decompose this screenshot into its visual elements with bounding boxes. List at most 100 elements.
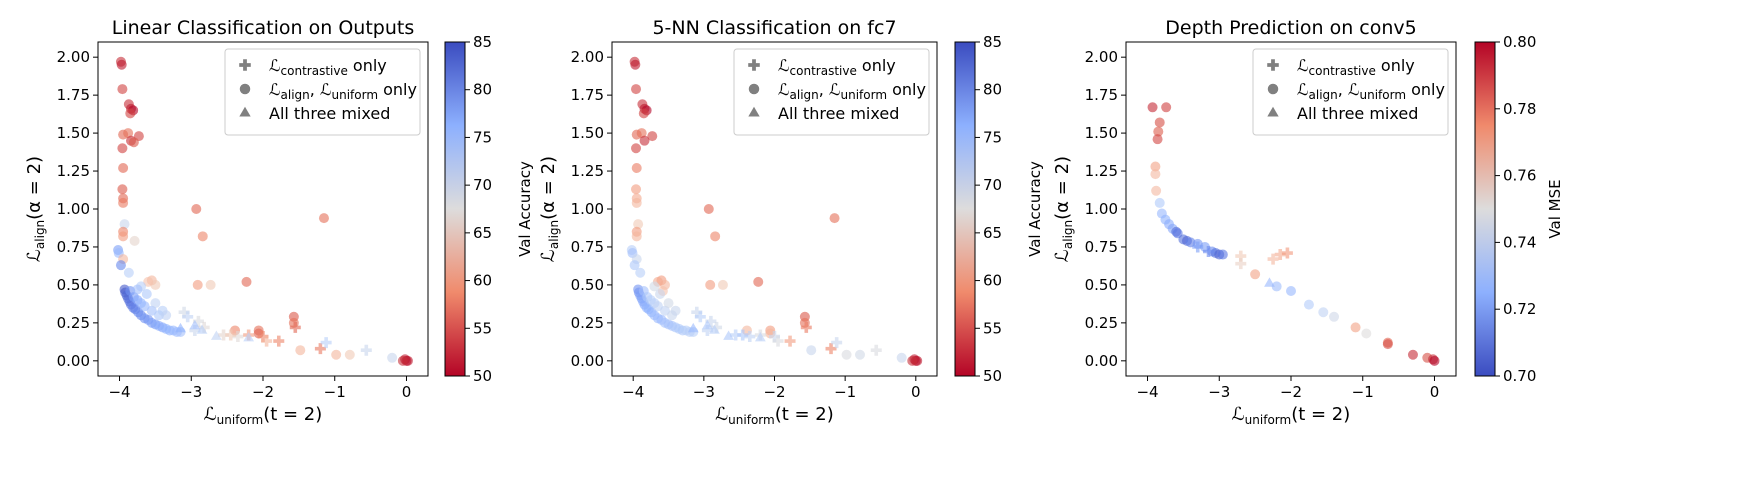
chart-panel-2: 5-NN Classification on fc7 −4 −3 −2 −1 0 0.00 0…	[538, 17, 1044, 427]
colorbar-tick-label: 60	[983, 272, 1002, 290]
data-point-circle	[205, 279, 216, 290]
data-point-circle	[907, 355, 918, 366]
data-point-circle	[295, 345, 306, 356]
data-point-plus	[772, 335, 784, 347]
x-tick-label: −3	[693, 383, 715, 401]
colorbar-tick-label: 0.78	[1503, 100, 1536, 118]
data-point-plus	[769, 331, 780, 343]
x-tick-label: −2	[252, 383, 274, 401]
data-point-triangle	[210, 330, 222, 340]
data-point-circle	[629, 260, 640, 271]
data-point-circle	[318, 213, 329, 224]
data-point-circle	[1407, 349, 1418, 360]
data-point-triangle	[723, 330, 734, 340]
colorbar-tick-label: 75	[983, 128, 1002, 146]
data-point-triangle	[1264, 277, 1275, 287]
data-point-circle	[331, 349, 342, 360]
colorbar-tick-label: 0.80	[1503, 33, 1536, 51]
data-points	[113, 56, 413, 366]
colorbar-tick-label: 80	[473, 81, 492, 99]
data-point-plus	[701, 324, 713, 336]
data-point-triangle	[189, 319, 201, 330]
y-tick-label: 0.00	[571, 352, 604, 370]
y-tick-label: 1.75	[571, 86, 604, 104]
colorbar: 0.70 0.72 0.74 0.76 0.78 0.80 Val MSE	[1474, 33, 1564, 385]
legend-marker-triangle	[239, 106, 251, 117]
data-point-plus	[232, 331, 244, 343]
data-point-circle	[1151, 185, 1162, 196]
data-point-circle	[1429, 355, 1440, 366]
data-point-circle	[717, 279, 728, 290]
y-tick-label: 1.25	[1085, 162, 1118, 180]
colorbar: 50 55 60 65 70 75 80 85 Val Accuracy	[444, 33, 534, 385]
colorbar-tick-label: 85	[473, 33, 492, 51]
data-point-circle	[192, 279, 203, 290]
legend-box	[224, 48, 421, 136]
data-point-circle	[118, 231, 129, 242]
y-tick-label: 0.25	[57, 314, 90, 332]
data-point-plus	[1281, 247, 1293, 259]
data-point-circle	[1150, 161, 1161, 172]
x-tick-label: −1	[324, 383, 346, 401]
colorbar-gradient	[954, 41, 976, 377]
chart-panel-1: Linear Classification on Outputs −4 −3 −2 −1…	[24, 17, 534, 427]
data-point-circle	[132, 284, 143, 295]
data-point-circle	[663, 298, 674, 309]
colorbar-gradient	[444, 41, 466, 377]
data-point-plus	[825, 343, 837, 355]
colorbar-label: Val MSE	[1546, 179, 1564, 238]
data-point-plus	[225, 329, 237, 341]
data-point-circle	[670, 305, 681, 316]
data-point-circle	[636, 128, 647, 139]
colorbar-tick-label: 0.76	[1503, 167, 1536, 185]
x-tick-label: −4	[1136, 383, 1158, 401]
data-point-plus	[273, 335, 285, 347]
data-point-triangle	[196, 324, 208, 334]
data-point-circle	[652, 301, 663, 312]
data-point-circle	[117, 184, 128, 195]
y-tick-label: 1.50	[57, 124, 90, 142]
chart-panel-3: Depth Prediction on conv5 −4 −3 −2 −1 0 0.00 0.…	[1052, 17, 1564, 427]
data-point-plus	[261, 335, 273, 347]
legend-marker-plus	[1267, 59, 1279, 71]
x-axis-label: ℒuniform(t = 2)	[204, 404, 323, 427]
data-point-circle	[119, 219, 130, 230]
data-point-circle	[1154, 197, 1165, 208]
data-point-circle	[630, 59, 641, 70]
data-point-triangle	[687, 322, 699, 333]
colorbar-tick-label: 50	[473, 367, 492, 385]
y-tick-label: 0.00	[57, 352, 90, 370]
data-point-circle	[639, 135, 650, 146]
data-point-circle	[841, 349, 852, 360]
data-point-circle	[635, 267, 646, 278]
data-point-plus	[218, 329, 230, 341]
data-point-plus	[744, 331, 756, 343]
data-point-circle	[161, 310, 172, 321]
y-tick-label: 0.00	[1085, 352, 1118, 370]
data-point-plus	[784, 335, 796, 347]
y-tick-label: 0.50	[57, 276, 90, 294]
data-point-circle	[128, 137, 139, 148]
colorbar-tick-label: 80	[983, 81, 1002, 99]
data-point-circle	[1329, 311, 1340, 322]
data-point-circle	[638, 108, 649, 119]
x-tick-label: −4	[622, 383, 644, 401]
x-tick-label: −3	[180, 383, 202, 401]
colorbar-tick-label: 0.72	[1503, 300, 1536, 318]
y-tick-label: 0.75	[571, 238, 604, 256]
legend-marker-circle	[748, 83, 760, 95]
data-point-circle	[141, 289, 152, 300]
legend-entry-plus: ℒcontrastive only	[269, 56, 387, 78]
x-tick-label: −1	[1352, 383, 1374, 401]
colorbar-tick-label: 70	[473, 176, 492, 194]
data-point-triangle	[175, 322, 186, 333]
data-point-circle	[631, 84, 642, 95]
data-point-plus	[198, 321, 210, 333]
data-point-circle	[854, 349, 865, 360]
data-point-circle	[647, 131, 658, 142]
legend-box	[1252, 48, 1449, 136]
colorbar: 50 55 60 65 70 75 80 85 Val Accuracy	[954, 33, 1044, 385]
